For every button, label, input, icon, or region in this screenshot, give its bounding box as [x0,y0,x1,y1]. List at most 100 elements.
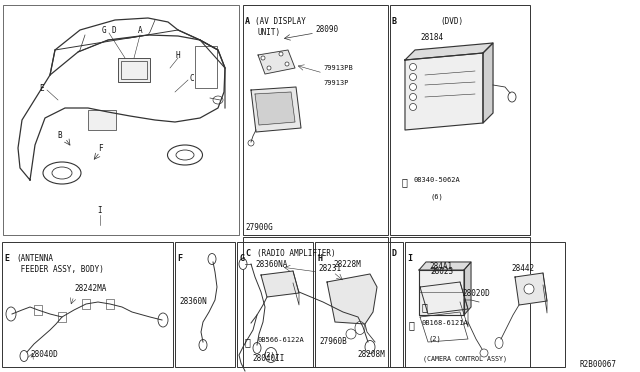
Circle shape [248,140,254,146]
Text: (2): (2) [429,335,442,341]
Text: 0B566-6122A: 0B566-6122A [257,337,304,343]
Text: D: D [392,249,397,258]
Bar [58,312,66,322]
Polygon shape [419,270,464,315]
Ellipse shape [265,347,277,362]
Bar [405,242,565,367]
Bar [195,46,217,88]
Text: I: I [98,205,102,215]
Ellipse shape [239,259,247,269]
Text: Ⓢ: Ⓢ [422,302,428,312]
Text: (ANTENNA: (ANTENNA [16,254,53,263]
Text: (CAMERA CONTROL ASSY): (CAMERA CONTROL ASSY) [423,355,507,362]
Text: I: I [407,254,412,263]
Text: F: F [98,144,102,153]
Bar [175,242,235,367]
Bar [34,305,42,315]
Text: 28228M: 28228M [333,260,361,269]
Text: F: F [177,254,182,263]
Ellipse shape [253,343,261,353]
Ellipse shape [20,350,28,362]
Ellipse shape [199,340,207,350]
Text: 0B168-6121A: 0B168-6121A [421,320,468,326]
Ellipse shape [6,307,16,321]
Text: 79913P: 79913P [323,80,349,86]
Text: 28242MA: 28242MA [74,284,106,293]
Polygon shape [251,87,301,132]
Circle shape [267,66,271,70]
Text: 28184: 28184 [420,33,443,42]
Text: E: E [4,254,9,263]
Text: 284A1: 284A1 [429,262,452,271]
Text: 08340-5062A: 08340-5062A [414,177,461,183]
Ellipse shape [208,253,216,264]
Text: C: C [189,74,195,83]
Polygon shape [261,271,299,297]
Bar [88,110,116,130]
Ellipse shape [508,92,516,102]
Text: 28040II: 28040II [252,354,284,363]
Text: C: C [245,249,250,258]
Text: 28360N: 28360N [179,297,207,306]
Text: 28442: 28442 [511,264,534,273]
Polygon shape [420,282,468,314]
Text: Ⓢ: Ⓢ [245,337,251,347]
Circle shape [346,329,356,339]
Text: A: A [138,26,142,35]
Bar [390,237,530,367]
Polygon shape [515,273,547,305]
Text: (AV DISPLAY: (AV DISPLAY [255,17,306,26]
Circle shape [279,52,283,56]
Ellipse shape [43,162,81,184]
Polygon shape [464,262,471,315]
Text: B: B [392,17,397,26]
Text: 28208M: 28208M [357,350,385,359]
Text: R2B00067: R2B00067 [580,360,617,369]
Circle shape [285,62,289,66]
Bar [243,237,388,367]
Polygon shape [258,50,295,74]
Bar [121,61,147,79]
Polygon shape [419,262,471,270]
Text: (DVD): (DVD) [440,17,463,26]
Bar [243,5,388,235]
Text: 27900G: 27900G [245,223,273,232]
Text: H: H [176,51,180,60]
Text: 28040D: 28040D [30,350,58,359]
Circle shape [261,56,265,60]
Text: 28090: 28090 [315,25,338,34]
Bar [82,299,90,309]
Circle shape [410,83,417,90]
Text: 27960B: 27960B [319,337,347,346]
Text: 28231: 28231 [318,264,341,273]
Text: D: D [112,26,116,35]
Text: 28360NA: 28360NA [255,260,287,269]
Ellipse shape [495,337,503,349]
Ellipse shape [213,96,223,104]
Ellipse shape [355,321,365,334]
Text: G: G [239,254,244,263]
Text: A: A [245,17,250,26]
Ellipse shape [176,150,194,160]
Ellipse shape [158,313,168,327]
Circle shape [410,64,417,71]
Bar [2,242,173,367]
Text: (2): (2) [263,352,276,359]
Text: 79913PB: 79913PB [323,65,353,71]
Circle shape [410,93,417,100]
Bar [118,58,150,82]
Text: (6): (6) [430,193,443,199]
Circle shape [524,284,534,294]
Ellipse shape [52,167,72,179]
Text: H: H [317,254,322,263]
Ellipse shape [365,340,375,353]
Text: (RADIO AMPLIFIER): (RADIO AMPLIFIER) [257,249,335,258]
Polygon shape [483,43,493,123]
Polygon shape [405,53,483,130]
Bar [390,5,530,235]
Circle shape [480,349,488,357]
Text: 28023: 28023 [430,267,453,276]
Text: Ⓢ: Ⓢ [409,320,415,330]
Bar [315,242,403,367]
Bar [106,299,114,309]
